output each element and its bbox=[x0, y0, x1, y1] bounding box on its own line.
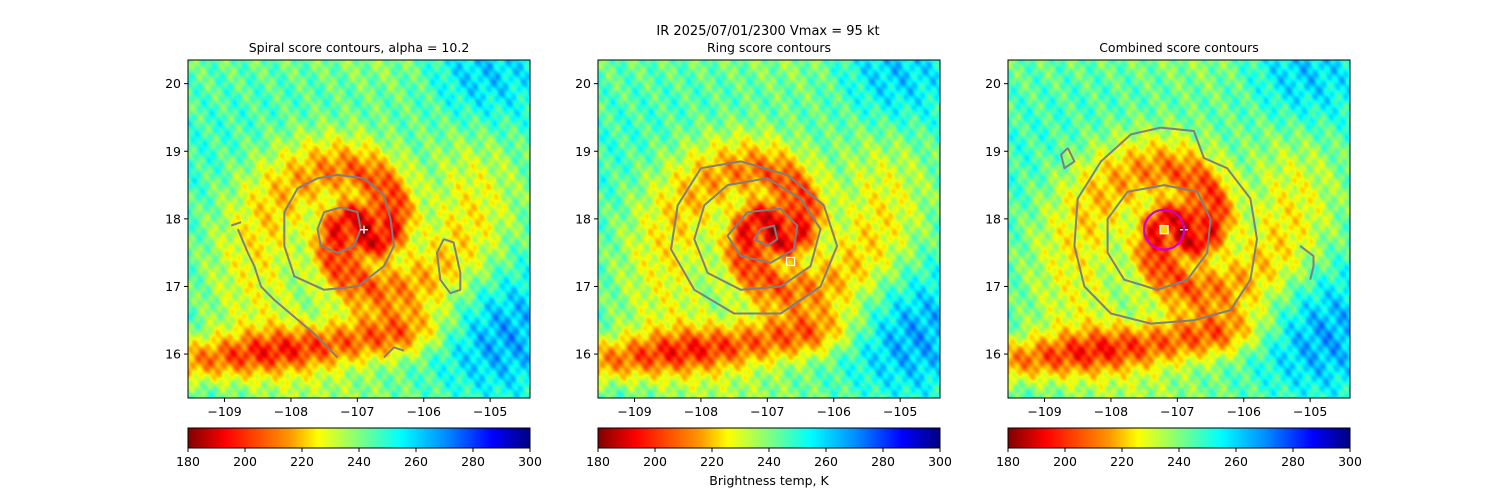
panel-1-colorbar-tick-label: 200 bbox=[233, 454, 257, 469]
panel-3: Combined score contours −109 −108 −107 −106 −… bbox=[985, 40, 1362, 469]
panel-3-title: Combined score contours bbox=[1099, 40, 1259, 55]
panel-3-ytick-label: 19 bbox=[985, 144, 1001, 159]
panel-2-ytick-label: 16 bbox=[575, 347, 591, 362]
panel-2-xtick-label: −107 bbox=[750, 404, 784, 419]
panel-1-ytick-label: 17 bbox=[165, 279, 181, 294]
panel-3-ytick-label: 18 bbox=[985, 211, 1001, 226]
panel-2-colorbar-tick-label: 200 bbox=[643, 454, 667, 469]
panel-2: Ring score contours −109 −108 −107 −106 −105 2… bbox=[575, 40, 952, 488]
panel-1-contour-middle bbox=[283, 173, 395, 291]
panel-3-colorbar-tick-label: 280 bbox=[1281, 454, 1305, 469]
panel-3-eye-circle bbox=[1143, 208, 1186, 251]
panel-2-colorbar-tick-label: 260 bbox=[814, 454, 838, 469]
panel-2-xtick-label: −106 bbox=[817, 404, 851, 419]
panel-2-ytick-label: 17 bbox=[575, 279, 591, 294]
panel-1-contour-outer bbox=[236, 228, 339, 359]
panel-1-contour-band-west bbox=[230, 221, 242, 227]
panel-3-contour-band-east bbox=[1299, 245, 1315, 280]
panel-2-colorbar-tick-label: 280 bbox=[871, 454, 895, 469]
panel-3-contour-outer bbox=[1073, 126, 1258, 325]
panel-2-axes-frame bbox=[597, 59, 941, 399]
panel-3-colorbar-tick-label: 260 bbox=[1224, 454, 1248, 469]
panel-2-contour-ring-2 bbox=[726, 207, 799, 264]
panel-2-contour-ring-4 bbox=[670, 160, 839, 315]
panel-2-colorbar-tick-label: 300 bbox=[928, 454, 952, 469]
panel-1-axes-frame bbox=[187, 59, 531, 399]
figure-suptitle: IR 2025/07/01/2300 Vmax = 95 kt bbox=[656, 24, 879, 39]
panel-1-ytick-label: 20 bbox=[165, 76, 181, 91]
panel-1-colorbar-tick-label: 220 bbox=[290, 454, 314, 469]
panel-2-square-marker bbox=[785, 256, 796, 267]
panel-1-xtick-label: −108 bbox=[274, 404, 308, 419]
panel-1-colorbar-tick-label: 240 bbox=[347, 454, 371, 469]
panel-1-colorbar-tick-label: 180 bbox=[176, 454, 200, 469]
panel-1-xtick-label: −105 bbox=[473, 404, 507, 419]
panel-2-xtick-label: −108 bbox=[684, 404, 718, 419]
panel-3-contour-inner bbox=[1106, 184, 1212, 291]
panel-3-xtick-label: −107 bbox=[1160, 404, 1194, 419]
panel-3-colorbar-tick-label: 200 bbox=[1053, 454, 1077, 469]
panel-3-contour-band-nw bbox=[1060, 147, 1076, 170]
panel-3-axes-frame bbox=[1007, 59, 1351, 399]
panel-3-colorbar-tick-label: 180 bbox=[996, 454, 1020, 469]
panel-2-ytick-label: 18 bbox=[575, 211, 591, 226]
panel-2-colorbar-tick-label: 240 bbox=[757, 454, 781, 469]
panel-2-colorbar bbox=[597, 427, 941, 449]
panel-2-contour-ring-1 bbox=[753, 224, 779, 247]
panel-3-ytick-label: 17 bbox=[985, 279, 1001, 294]
panel-1-colorbar-tick-label: 280 bbox=[461, 454, 485, 469]
panel-1-contour-band-south bbox=[383, 346, 405, 359]
panel-2-xtick-label: −105 bbox=[883, 404, 917, 419]
panel-1-title: Spiral score contours, alpha = 10.2 bbox=[249, 40, 470, 55]
panel-2-xtick-label: −109 bbox=[617, 404, 651, 419]
panel-2-ir-image bbox=[598, 60, 940, 398]
panel-3-xtick-label: −106 bbox=[1227, 404, 1261, 419]
panel-1-ir-image bbox=[188, 60, 530, 398]
panel-3-xtick-label: −108 bbox=[1094, 404, 1128, 419]
panel-1-colorbar bbox=[187, 427, 531, 449]
panel-2-ytick-label: 20 bbox=[575, 76, 591, 91]
panel-2-ytick-label: 19 bbox=[575, 144, 591, 159]
panel-2-colorbar-label: Brightness temp, K bbox=[709, 473, 829, 488]
panel-3-square-marker bbox=[1159, 225, 1169, 235]
panel-1: Spiral score contours, alpha = 10.2 −109 −… bbox=[165, 40, 542, 469]
panel-3-colorbar bbox=[1007, 427, 1351, 449]
panel-2-title: Ring score contours bbox=[707, 40, 831, 55]
panel-1-ytick-label: 16 bbox=[165, 347, 181, 362]
panel-3-xtick-label: −109 bbox=[1027, 404, 1061, 419]
panel-2-colorbar-tick-label: 180 bbox=[586, 454, 610, 469]
panel-3-ir-image bbox=[1008, 60, 1350, 398]
panel-1-center-plus-marker bbox=[359, 225, 368, 234]
panel-1-contour-band-east bbox=[436, 238, 462, 295]
panel-3-ytick-label: 16 bbox=[985, 347, 1001, 362]
panel-2-colorbar-tick-label: 220 bbox=[700, 454, 724, 469]
panel-2-contour-ring-3 bbox=[693, 177, 822, 291]
panel-1-xtick-label: −107 bbox=[340, 404, 374, 419]
panel-1-xtick-label: −106 bbox=[407, 404, 441, 419]
panel-1-colorbar-tick-label: 300 bbox=[518, 454, 542, 469]
panel-3-colorbar-tick-label: 220 bbox=[1110, 454, 1134, 469]
panel-3-xtick-label: −105 bbox=[1293, 404, 1327, 419]
panel-1-contour-inner bbox=[316, 206, 362, 254]
panel-1-colorbar-tick-label: 260 bbox=[404, 454, 428, 469]
panel-3-colorbar-tick-label: 300 bbox=[1338, 454, 1362, 469]
panel-3-colorbar-tick-label: 240 bbox=[1167, 454, 1191, 469]
panel-3-ytick-label: 20 bbox=[985, 76, 1001, 91]
panel-1-xtick-label: −109 bbox=[207, 404, 241, 419]
panel-1-ytick-label: 19 bbox=[165, 144, 181, 159]
panel-1-ytick-label: 18 bbox=[165, 211, 181, 226]
